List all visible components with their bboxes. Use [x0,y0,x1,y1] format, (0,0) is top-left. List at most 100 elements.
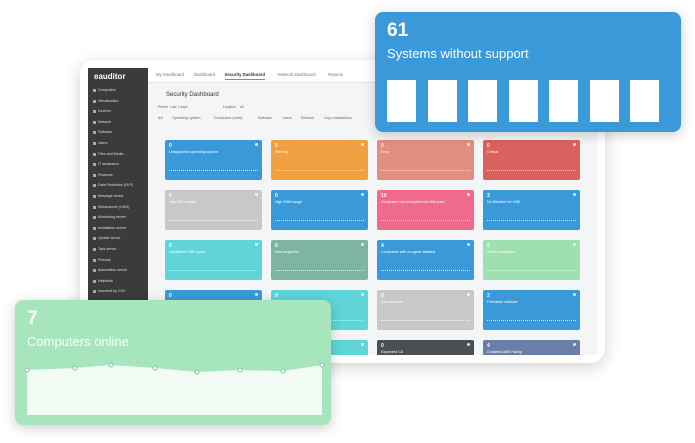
settings-icon[interactable] [573,193,576,196]
menu-item[interactable]: Software [92,130,113,135]
tile[interactable]: 0 New software [377,290,474,330]
tile-value: 10 [381,193,387,199]
settings-icon[interactable] [361,143,364,146]
tile[interactable]: 4 Computers with no agent installed [377,240,474,280]
tile-label: Warning [275,150,289,154]
tile[interactable]: 0 Unsupported operating system [165,140,262,180]
tile[interactable]: 0 Warning [271,140,368,180]
placeholder-box [387,80,416,122]
settings-icon[interactable] [573,243,576,246]
settings-icon[interactable] [255,293,258,296]
sparkline [169,220,258,221]
sparkline [381,320,470,321]
settings-icon[interactable] [255,243,258,246]
settings-icon[interactable] [467,243,470,246]
tile-value: 0 [169,293,172,299]
tile-label: High RAM usage [275,200,303,204]
card-label: Systems without support [387,46,529,61]
overlay-card: 7 Computers online [15,300,331,425]
sparkline [487,320,576,321]
settings-icon[interactable] [361,193,364,196]
point [319,362,325,368]
tile[interactable]: 3 No Bitlocker for USB [483,190,580,230]
tab[interactable]: Security Dashboard [224,72,266,80]
settings-icon[interactable] [361,293,364,296]
sparkline [487,270,576,271]
tile-label: High CPU usage [169,200,196,204]
tile-label: Outdated AMS Rating [487,350,522,354]
tile[interactable]: 0 Insufficient HDD space [165,240,262,280]
tile-value: 0 [487,143,490,149]
tile-value: 0 [381,293,384,299]
menu-item[interactable]: Virtualization [93,98,119,103]
tile-label: Insufficient HDD space [169,250,206,254]
menu-item[interactable]: Network [92,119,112,124]
sub-tab[interactable]: Operating system [172,116,201,120]
placeholder-box [589,80,619,122]
sub-tab[interactable]: Software [257,116,272,120]
filter[interactable]: All [240,105,244,109]
sub-tab[interactable]: All [158,116,163,120]
settings-icon[interactable] [467,343,470,346]
menu-item[interactable]: Message center [93,194,124,198]
settings-icon[interactable] [467,143,470,146]
sub-tab[interactable]: Users [282,116,292,120]
sub-tab[interactable]: Network [300,116,315,120]
tile-label: New programs [275,250,299,254]
tile[interactable]: 0 Error [377,140,474,180]
tile[interactable]: 0 New programs [271,240,368,280]
menu-item[interactable]: Users [92,141,108,145]
settings-icon[interactable] [467,293,470,296]
tile-label: Computers with no agent installed [381,250,436,254]
settings-icon[interactable] [361,243,364,246]
tab[interactable]: Reports [328,72,344,77]
menu-item[interactable]: Installation server [92,225,127,230]
sparkline [275,170,364,171]
tile[interactable]: 0 High RAM usage [271,190,368,230]
tile[interactable]: 10 Computers not encrypted with BitLocker [377,190,474,230]
menu-item[interactable]: Update server [93,236,121,241]
tile-value: 4 [487,343,490,349]
tab[interactable]: Dashboard [194,72,216,77]
sub-tab[interactable]: Copy installations [323,116,352,120]
tab[interactable]: Network Dashboard [277,72,316,77]
settings-icon[interactable] [361,343,364,346]
menu-item[interactable]: Task server [92,247,117,251]
menu-item[interactable]: Finances [93,172,113,177]
tile-label: Expanded CA [381,350,404,354]
settings-icon[interactable] [255,143,258,146]
menu-item[interactable]: Computers [93,88,116,92]
tile-label: Computers not encrypted with BitLocker [381,200,445,204]
point [108,362,114,368]
settings-icon[interactable] [573,343,576,346]
menu-item[interactable]: IT assistance [92,162,120,167]
placeholder-box [468,80,497,122]
settings-icon[interactable] [255,193,258,196]
tile-label: New software [381,300,403,304]
tile-label: Forbidden software [487,300,518,304]
settings-icon[interactable] [573,293,576,296]
point [280,368,286,374]
menu-item[interactable]: Webscanner (UMS) [93,204,130,209]
tile[interactable]: 0 Critical [483,140,580,180]
tile-value: 0 [169,193,172,199]
menu-item[interactable]: Monitoring server [93,215,126,220]
tile[interactable]: 0 High CPU usage [165,190,262,230]
menu-item[interactable]: Helpdesk [93,278,113,283]
menu-item[interactable]: Automation server [92,268,128,273]
menu-item[interactable]: Data Protection (DLP) [92,183,134,188]
menu-item[interactable]: Imported by CSV [92,289,126,294]
menu-item[interactable]: Files and Media [92,151,124,156]
settings-icon[interactable] [573,143,576,146]
settings-icon[interactable] [467,193,470,196]
menu-item[interactable]: Firewall [92,257,111,262]
tile[interactable]: 0 Online computers [483,240,580,280]
sub-tab[interactable]: Computers (units) [213,116,243,120]
filter[interactable]: Last 7 days [170,105,188,109]
tile[interactable]: 0 Expanded CA [377,340,474,355]
tile[interactable]: 2 Forbidden software [483,290,580,330]
point [72,365,78,371]
tile[interactable]: 4 Outdated AMS Rating [483,340,580,355]
tab[interactable]: My Dashboard [156,72,184,77]
menu-item[interactable]: Devices [93,109,111,114]
